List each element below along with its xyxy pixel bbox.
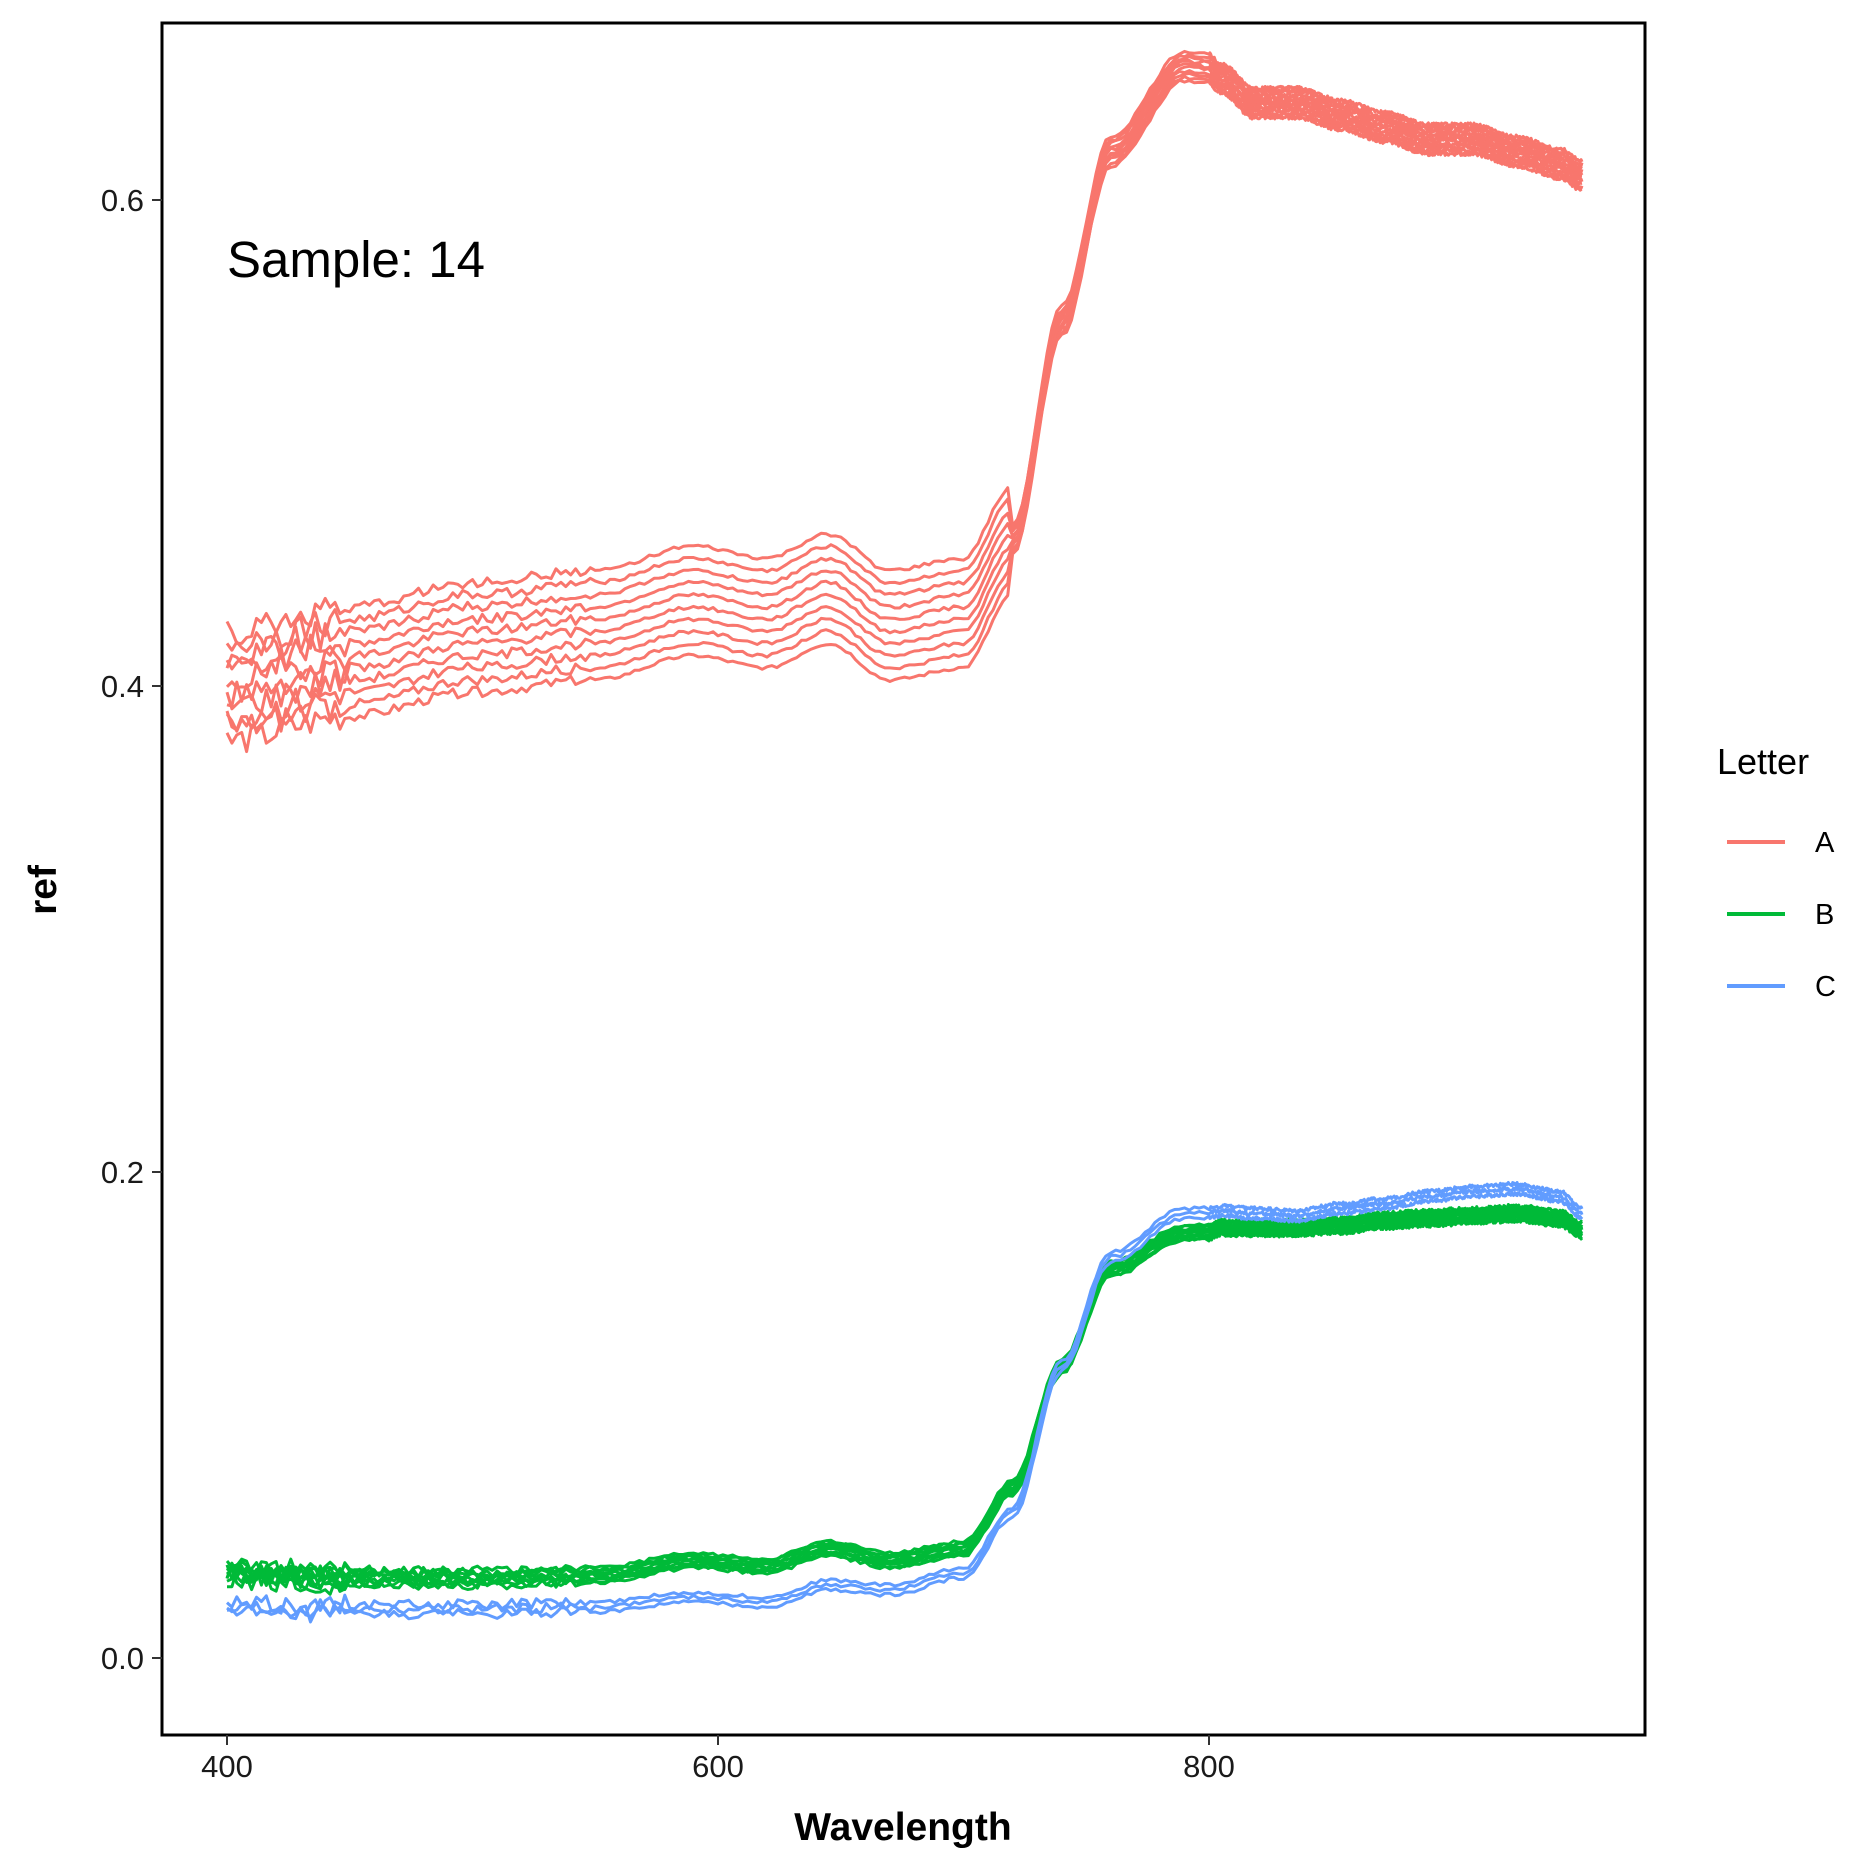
series-line-B: [226, 1214, 1584, 1593]
series-line-A: [225, 69, 1584, 714]
series-line-A: [226, 64, 1583, 708]
series-line-C: [226, 1186, 1584, 1618]
series-line-A: [225, 49, 1584, 645]
series-line-A: [225, 71, 1583, 732]
series-line-B: [226, 1206, 1584, 1583]
legend-label-A: A: [1815, 827, 1835, 859]
x-axis-title: Wavelength: [794, 1806, 1011, 1849]
lines-layer: [225, 49, 1584, 1624]
series-line-B: [225, 1204, 1583, 1581]
series-line-A: [225, 78, 1583, 754]
axes-layer: 400 600 800 0.0 0.2 0.4 0.6: [101, 183, 1235, 1784]
series-line-C: [225, 1181, 1584, 1616]
legend-title: Letter: [1717, 741, 1809, 782]
series-line-C: [226, 1191, 1584, 1624]
series-line-B: [225, 1209, 1584, 1587]
series-line-A: [225, 58, 1584, 675]
panel-border: [160, 21, 1647, 1737]
legend-label-B: B: [1815, 899, 1834, 931]
x-tick-label: 800: [1183, 1749, 1235, 1784]
series-line-A: [225, 62, 1584, 689]
series-line-B: [226, 1212, 1583, 1591]
series-line-B: [225, 1207, 1584, 1586]
series-line-B: [227, 1217, 1584, 1596]
y-tick-label: 0.2: [101, 1155, 144, 1190]
sample-annotation: Sample: 14: [227, 231, 485, 288]
x-tick-label: 600: [692, 1749, 744, 1784]
legend: Letter A B C: [1717, 741, 1836, 1003]
series-line-A: [225, 55, 1583, 671]
series-line-B: [225, 1203, 1583, 1580]
y-axis-title: ref: [22, 864, 65, 915]
legend-label-C: C: [1815, 971, 1836, 1003]
series-line-A: [225, 52, 1584, 653]
y-tick-label: 0.6: [101, 183, 144, 218]
series-line-B: [225, 1215, 1583, 1593]
y-tick-label: 0.4: [101, 669, 144, 704]
series-line-A: [225, 75, 1584, 735]
y-tick-label: 0.0: [101, 1641, 144, 1676]
x-tick-label: 400: [201, 1749, 253, 1784]
series-line-B: [225, 1211, 1584, 1589]
